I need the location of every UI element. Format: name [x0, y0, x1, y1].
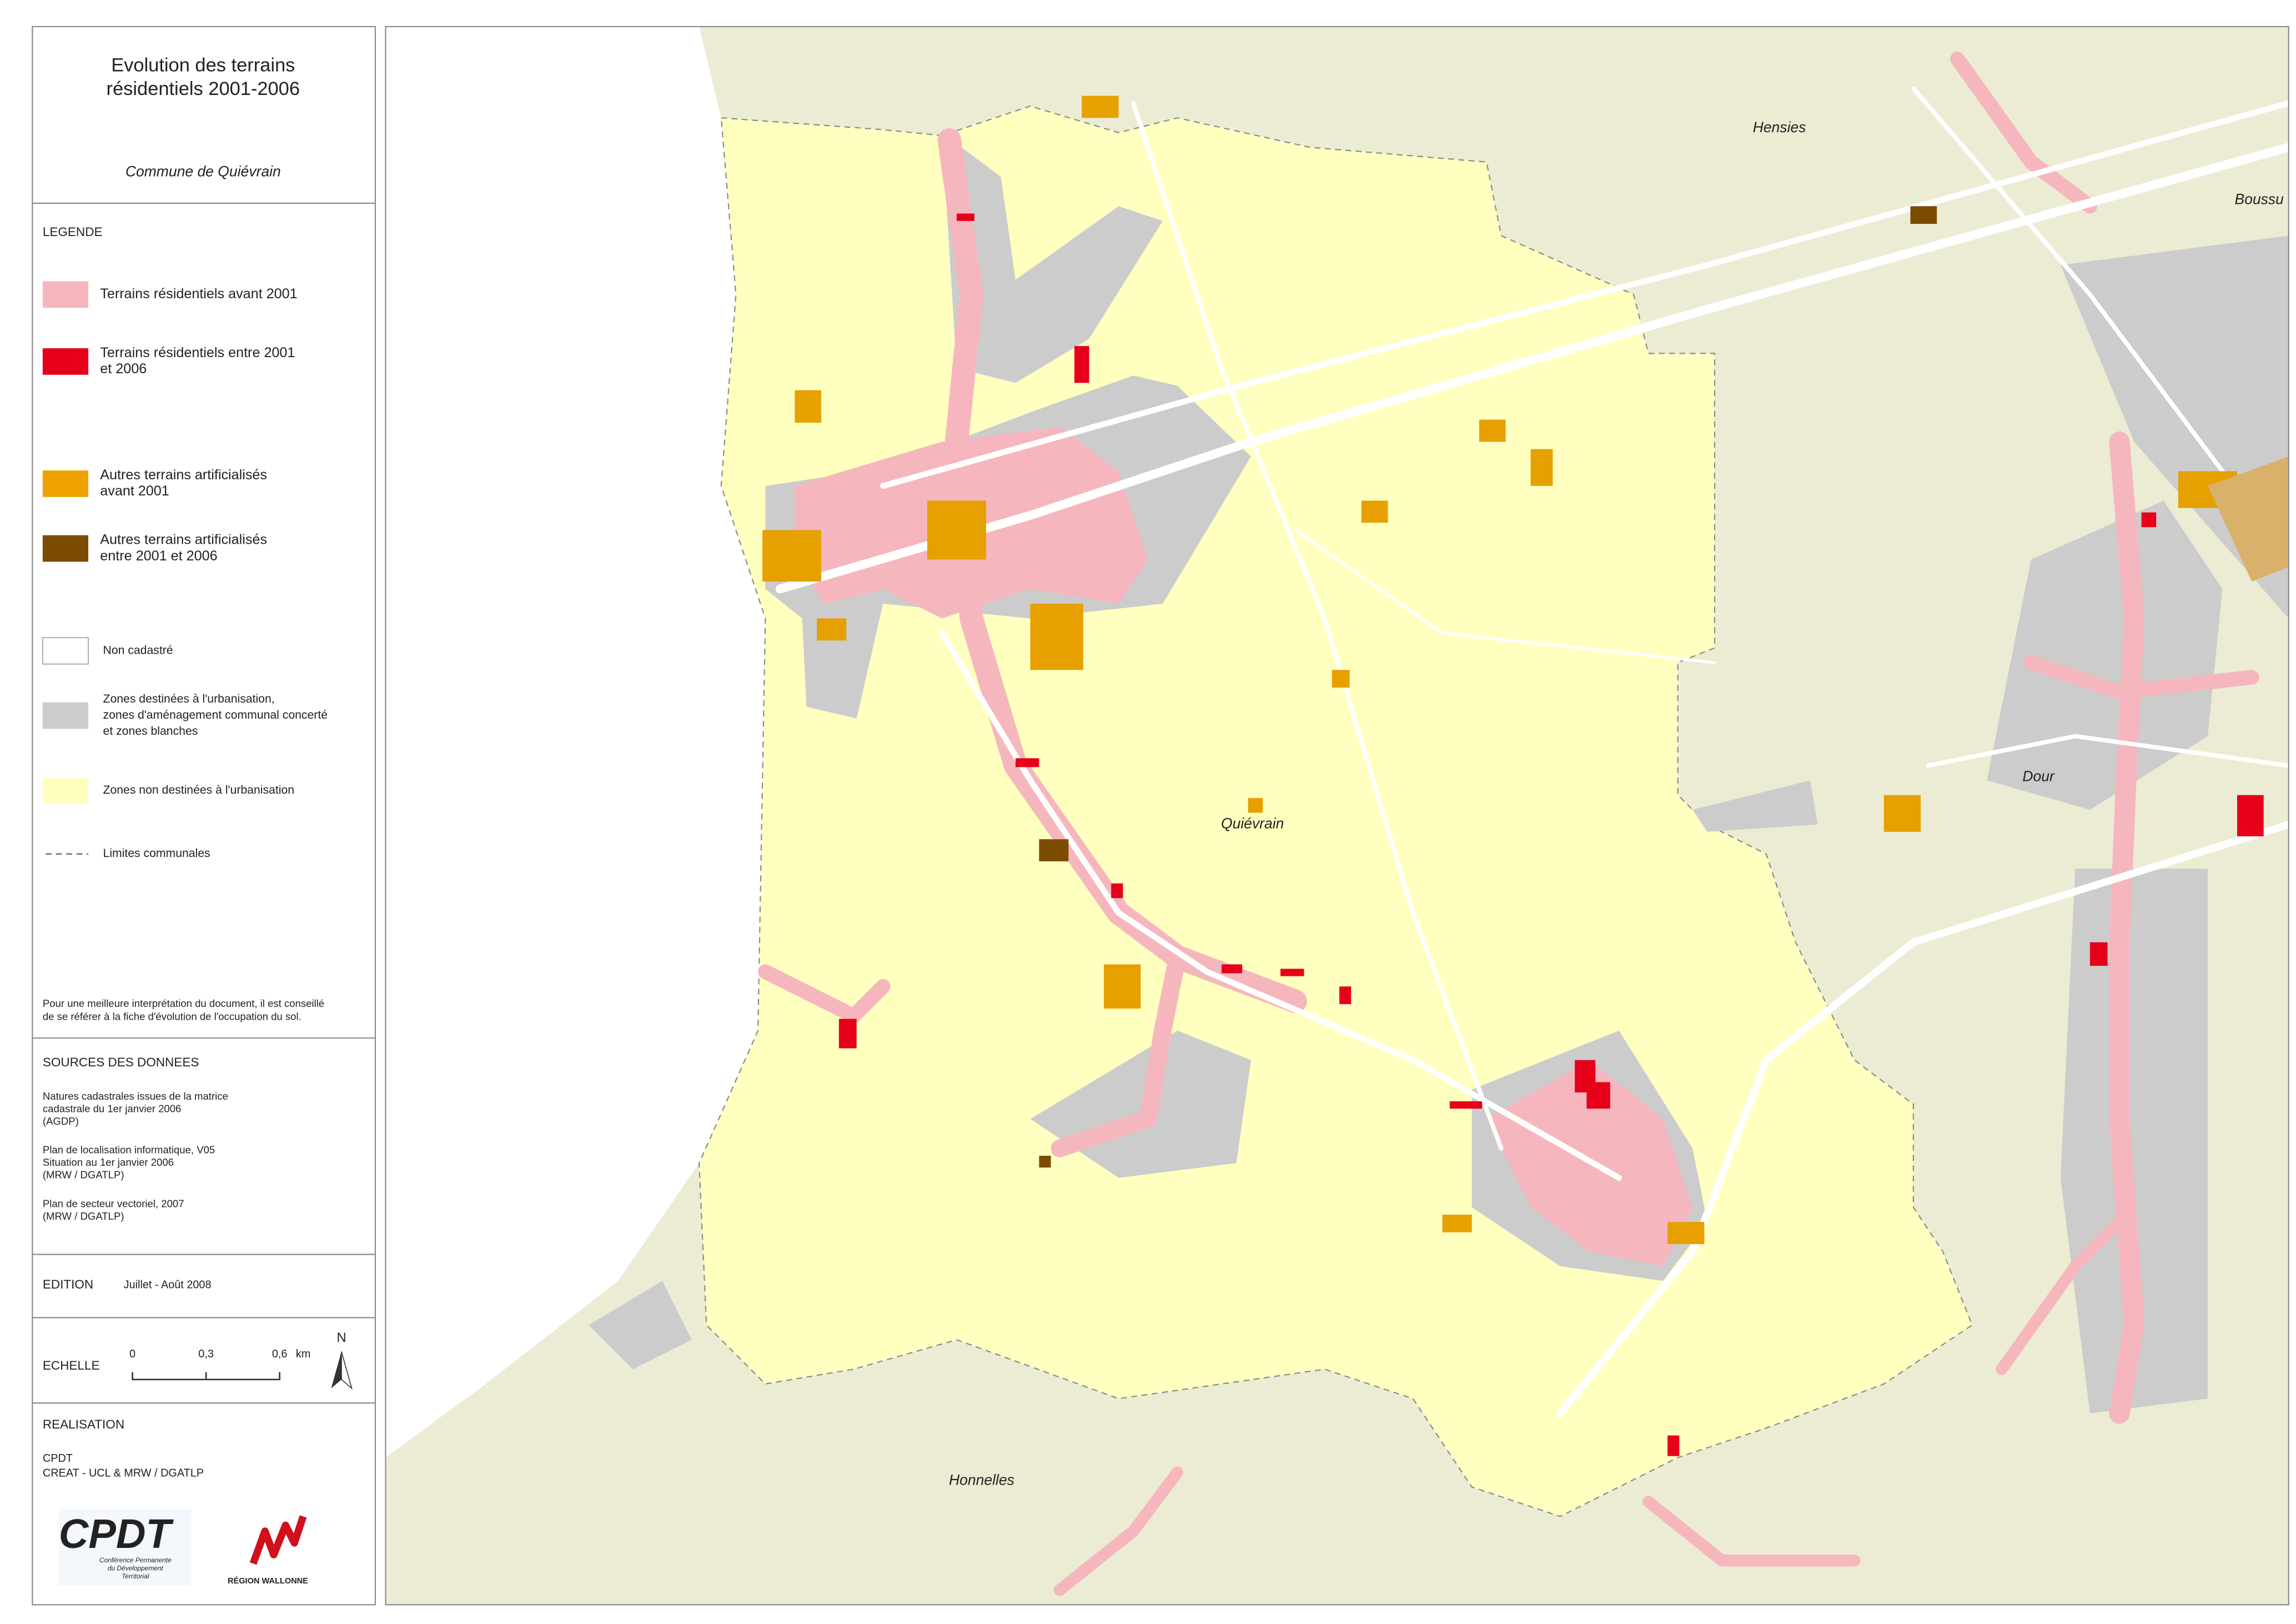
- source-line: (MRW / DGATLP): [43, 1169, 124, 1181]
- subtitle: Commune de Quiévrain: [125, 163, 281, 179]
- road: [1131, 101, 1504, 1151]
- place-label: Quiévrain: [1221, 815, 1284, 832]
- legend-swatch: [42, 348, 89, 375]
- source-line: cadastrale du 1er janvier 2006: [43, 1102, 182, 1114]
- title: Evolution des terrains: [111, 55, 295, 76]
- place-label: Hensies: [1753, 119, 1806, 136]
- scale-tick-label: 0: [129, 1348, 135, 1360]
- legend-swatch: [42, 702, 89, 729]
- legend-label: Terrains résidentiels avant 2001: [100, 286, 297, 302]
- source-line: Plan de localisation informatique, V05: [43, 1144, 215, 1156]
- cpdt-logo: CPDT: [59, 1511, 174, 1557]
- urban-zone: [1692, 780, 1818, 832]
- cpdt-logo-box: [59, 1509, 192, 1586]
- legend-label: Zones non destinées à l'urbanisation: [103, 784, 294, 796]
- legend-label: Terrains résidentiels entre 2001: [100, 345, 295, 360]
- legend-label: entre 2001 et 2006: [100, 548, 217, 564]
- sources-heading: SOURCES DES DONNEES: [43, 1055, 199, 1069]
- side-panel: [32, 26, 376, 1606]
- realisation-line: CREAT - UCL & MRW / DGATLP: [43, 1467, 204, 1480]
- legend-note: Pour une meilleure interprétation du doc…: [43, 998, 324, 1009]
- source-line: (AGDP): [43, 1115, 79, 1127]
- residential-area: [1053, 1466, 1184, 1596]
- road: [1556, 820, 2289, 1417]
- cpdt-caption: du Développement: [108, 1565, 164, 1572]
- north-arrow: [341, 1351, 353, 1390]
- residential-area: [1051, 948, 1187, 1157]
- source-line: (MRW / DGATLP): [43, 1210, 124, 1222]
- title: résidentiels 2001-2006: [107, 78, 300, 99]
- urban-zone: [942, 132, 1163, 383]
- cpdt-caption: Territorial: [122, 1572, 149, 1580]
- urban-zone: [2060, 869, 2208, 1414]
- legend-heading: LEGENDE: [43, 225, 103, 239]
- non-cadastre: [385, 26, 766, 1458]
- legend-label: Autres terrains artificialisés: [100, 467, 267, 483]
- new-residential-parcels: [838, 213, 2264, 1456]
- residential-area: [1950, 51, 2098, 214]
- legend-swatch: [42, 535, 89, 562]
- region-logo: RÉGION WALLONNE: [228, 1576, 308, 1586]
- scale-tick-label: 0,3: [198, 1348, 214, 1360]
- legend-label: avant 2001: [100, 483, 169, 499]
- urban-zone: [1987, 500, 2223, 810]
- map: [385, 26, 2289, 1605]
- road: [939, 630, 1622, 1181]
- legend-label: Limites communales: [103, 847, 210, 860]
- place-label: Boussu: [2235, 191, 2284, 208]
- legend-swatch: [42, 281, 89, 308]
- residential-area: [1642, 1496, 1861, 1567]
- scale-tick-label: 0,6: [272, 1348, 288, 1360]
- legend-label: Zones destinées à l'urbanisation,: [103, 693, 275, 705]
- place-label: Dour: [2022, 768, 2055, 785]
- residential-area: [2023, 655, 2259, 700]
- artificial-parcels: [762, 96, 2237, 1244]
- north-arrow: [331, 1351, 341, 1389]
- source-line: Natures cadastrales issues de la matrice: [43, 1090, 228, 1102]
- residential-area: [1996, 1216, 2126, 1375]
- map-frame: [385, 26, 2289, 1606]
- residential-area: [2109, 431, 2144, 1424]
- legend-label: Non cadastré: [103, 644, 173, 656]
- legend-label: Autres terrains artificialisés: [100, 532, 267, 548]
- place-label: Honnelles: [949, 1472, 1014, 1488]
- source-line: Plan de secteur vectoriel, 2007: [43, 1197, 184, 1209]
- legend-label: et 2006: [100, 361, 147, 377]
- scale-unit: km: [296, 1348, 310, 1360]
- artificial-neighbour: [2207, 456, 2289, 582]
- legend-label: et zones blanches: [103, 725, 198, 738]
- legend-note: de se référer à la fiche d'évolution de …: [43, 1011, 302, 1022]
- edition-label: EDITION: [43, 1277, 93, 1291]
- realisation-line: CPDT: [43, 1452, 73, 1465]
- road: [1926, 734, 2289, 768]
- urban-zone: [589, 1281, 692, 1370]
- road: [1293, 528, 1716, 664]
- legend-swatch: [42, 637, 89, 665]
- legend-swatch: [42, 470, 89, 497]
- edition-value: Juillet - Août 2008: [124, 1279, 212, 1291]
- realisation-heading: REALISATION: [43, 1417, 124, 1431]
- residential-area: [758, 964, 891, 1024]
- legend-swatch: [42, 777, 89, 804]
- artificial-new-parcels: [1039, 206, 1937, 1168]
- scale-label: ECHELLE: [43, 1359, 100, 1372]
- north-label: N: [336, 1330, 346, 1345]
- cpdt-caption: Conférence Permanente: [99, 1556, 172, 1564]
- residential-area: [937, 128, 1307, 1013]
- legend-label: zones d'aménagement communal concerté: [103, 709, 328, 721]
- region-logo-mark: [249, 1515, 307, 1565]
- source-line: Situation au 1er janvier 2006: [43, 1156, 174, 1168]
